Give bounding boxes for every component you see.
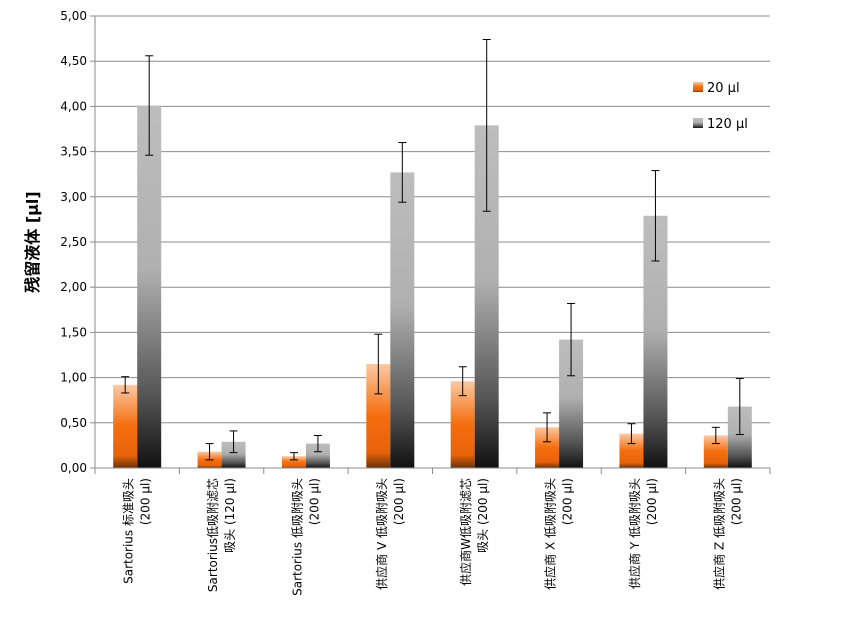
bar-20ul xyxy=(281,456,306,468)
x-category-label: 供应商 V 低吸附吸头 (200 µl) xyxy=(374,478,406,590)
y-axis-label: 残留液体 [µl] xyxy=(23,191,42,292)
legend-swatch-20ul xyxy=(693,82,703,92)
x-category-label: Sartorius 低吸附吸头 (200 µl) xyxy=(290,478,321,596)
x-category-label-line: (200 µl) xyxy=(392,478,406,525)
x-category-label-line: Sartorius 低吸附吸头 xyxy=(290,478,304,596)
x-category-label-line: 供应商 V 低吸附吸头 xyxy=(374,478,389,590)
x-category-label-line: (200 µl) xyxy=(139,478,153,525)
legend-swatch-120ul xyxy=(693,118,703,128)
y-tick-label: 4,00 xyxy=(60,99,87,113)
x-category-label: 供应商W低吸附滤芯 吸头 (200 µl) xyxy=(458,478,490,586)
x-category-label-line: Sartorius 标准吸头 xyxy=(122,478,136,584)
x-category-label-line: 供应商 X 低吸附吸头 xyxy=(543,478,558,590)
x-category-label-line: Sartorius低吸附滤芯 xyxy=(206,478,220,592)
legend-label: 120 µl xyxy=(707,117,748,132)
y-tick-label: 5,00 xyxy=(60,9,87,23)
x-category-label-line: 供应商 Y 低吸附吸头 xyxy=(627,478,642,589)
x-category-label-line: 供应商W低吸附滤芯 xyxy=(458,478,473,586)
x-category-label-line: (200 µl) xyxy=(645,478,659,525)
y-tick-label: 3,50 xyxy=(60,145,87,159)
x-category-label: 供应商 X 低吸附吸头 (200 µl) xyxy=(543,478,575,590)
bar-20ul xyxy=(113,384,138,468)
x-category-label-line: (200 µl) xyxy=(561,478,575,525)
x-category-label-line: (200 µl) xyxy=(729,478,743,525)
x-category-label: 供应商 Z 低吸附吸头 (200 µl) xyxy=(711,478,743,590)
bar-120ul xyxy=(390,172,415,468)
x-category-label-line: 供应商 Z 低吸附吸头 xyxy=(711,478,726,590)
x-category-label-line: 吸头 (200 µl) xyxy=(476,478,490,553)
legend: 20 µl 120 µl xyxy=(693,81,748,132)
y-tick-label: 4,50 xyxy=(60,54,87,68)
legend-label: 20 µl xyxy=(707,81,740,96)
bar-120ul xyxy=(137,105,162,468)
x-category-label: Sartorius低吸附滤芯 吸头 (120 µl) xyxy=(206,478,237,592)
y-tick-label: 3,00 xyxy=(60,190,87,204)
x-category-label-line: 吸头 (120 µl) xyxy=(223,478,237,553)
x-category-label: Sartorius 标准吸头 (200 µl) xyxy=(122,478,153,584)
x-category-label-line: (200 µl) xyxy=(307,478,321,525)
y-tick-label: 1,00 xyxy=(60,371,87,385)
x-category-label: 供应商 Y 低吸附吸头 (200 µl) xyxy=(627,478,659,589)
y-tick-label: 2,00 xyxy=(60,280,87,294)
y-tick-label: 2,50 xyxy=(60,235,87,249)
y-tick-label: 0,00 xyxy=(60,461,87,475)
y-tick-label: 0,50 xyxy=(60,416,87,430)
y-tick-label: 1,50 xyxy=(60,325,87,339)
